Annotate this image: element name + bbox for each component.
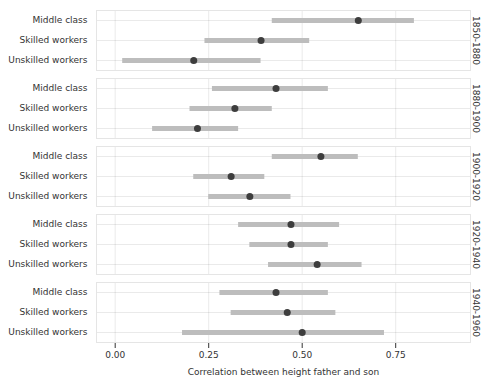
svg-text:Skilled workers: Skilled workers	[20, 307, 88, 317]
svg-text:Unskilled workers: Unskilled workers	[8, 327, 88, 337]
svg-text:Skilled workers: Skilled workers	[20, 171, 88, 181]
svg-text:1940-1960: 1940-1960	[471, 288, 481, 337]
svg-text:Middle class: Middle class	[33, 287, 88, 297]
svg-text:Unskilled workers: Unskilled workers	[8, 191, 88, 201]
svg-text:1850-1880: 1850-1880	[471, 16, 481, 65]
svg-text:Middle class: Middle class	[33, 219, 88, 229]
svg-text:0.75: 0.75	[386, 350, 406, 360]
svg-text:Unskilled workers: Unskilled workers	[8, 259, 88, 269]
svg-text:Correlation between height fat: Correlation between height father and so…	[188, 367, 380, 377]
svg-text:Middle class: Middle class	[33, 83, 88, 93]
svg-text:0.50: 0.50	[292, 350, 312, 360]
svg-text:Skilled workers: Skilled workers	[20, 103, 88, 113]
svg-text:Middle class: Middle class	[33, 15, 88, 25]
svg-text:Skilled workers: Skilled workers	[20, 239, 88, 249]
svg-text:0.00: 0.00	[105, 350, 125, 360]
svg-text:0.25: 0.25	[199, 350, 219, 360]
svg-text:Skilled workers: Skilled workers	[20, 35, 88, 45]
svg-text:1880-1900: 1880-1900	[471, 84, 481, 133]
svg-text:Middle class: Middle class	[33, 151, 88, 161]
svg-text:1920-1940: 1920-1940	[471, 220, 481, 269]
svg-text:Unskilled workers: Unskilled workers	[8, 55, 88, 65]
svg-text:1900-1920: 1900-1920	[471, 152, 481, 201]
svg-text:Unskilled workers: Unskilled workers	[8, 123, 88, 133]
